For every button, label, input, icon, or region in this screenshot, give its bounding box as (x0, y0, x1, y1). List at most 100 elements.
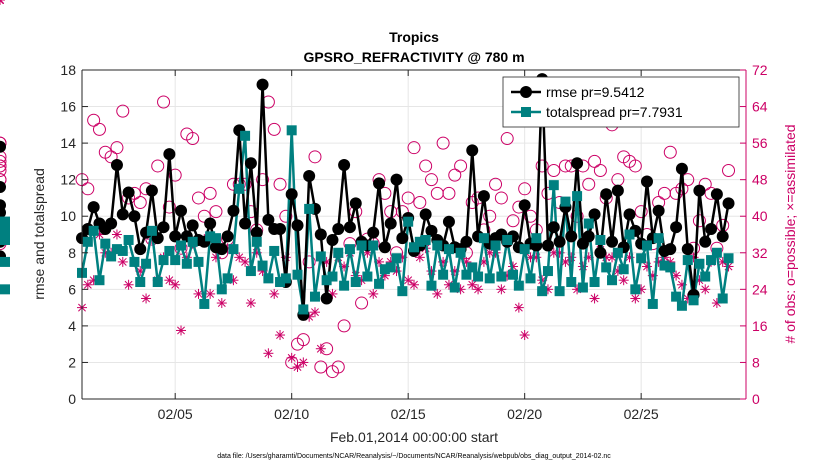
rmse-point (460, 235, 473, 248)
rmse-point (384, 217, 397, 230)
totalspread-point (362, 271, 373, 282)
totalspread-point (403, 216, 414, 227)
rmse-point (285, 188, 298, 201)
rmse-point (244, 157, 257, 170)
asterisk-stroke (235, 253, 244, 262)
obs-possible-point (157, 95, 171, 109)
rmse-point (442, 215, 455, 228)
totalspread-point (152, 277, 163, 288)
totalspread-point (111, 244, 122, 255)
obs-possible-point (162, 200, 176, 214)
rmse-point (221, 230, 234, 243)
totalspread-point (350, 277, 361, 288)
obs-possible-point (483, 209, 497, 223)
rmse-point (157, 221, 170, 234)
totalspread-point (391, 253, 402, 264)
obs-possible-point (151, 159, 165, 173)
obs-possible-point (424, 173, 438, 187)
totalspread-point (409, 242, 419, 253)
obs-possible-point (0, 159, 7, 173)
asterisk-stroke (177, 326, 185, 335)
asterisk-stroke (287, 353, 296, 362)
totalspread-point (228, 244, 239, 255)
rmse-point (518, 199, 531, 212)
totalspread-point (566, 277, 577, 288)
asterisk-stroke (468, 280, 477, 289)
totalspread-point (245, 266, 256, 277)
rmse-point (0, 206, 6, 219)
rmse-point (466, 144, 479, 157)
totalspread-point (618, 264, 629, 275)
obs-possible-point (628, 159, 642, 173)
obs-assimilated-point (176, 325, 187, 336)
rmse-point (303, 170, 316, 183)
chart-title: Tropics (389, 29, 439, 45)
obs-possible-point (494, 191, 508, 205)
totalspread-point (438, 269, 449, 280)
rmse-point (681, 243, 694, 256)
totalspread-point (653, 233, 664, 244)
totalspread-point (298, 304, 309, 315)
obs-assimilated-point (368, 288, 379, 299)
y-tick-label-right: 0 (752, 391, 760, 407)
rmse-point (326, 233, 339, 246)
totalspread-point (141, 258, 152, 269)
obs-possible-point (279, 209, 293, 223)
totalspread-point (478, 233, 489, 244)
totalspread-point (187, 236, 198, 247)
footnote: data file: /Users/gharamti/Documents/NCA… (217, 453, 611, 460)
rmse-point (693, 184, 706, 197)
rmse-point (250, 226, 263, 239)
totalspread-point (700, 271, 711, 282)
asterisk-stroke (369, 289, 378, 298)
totalspread-point (676, 300, 687, 311)
rmse-point (320, 292, 333, 305)
totalspread-point (595, 234, 606, 245)
obs-possible-point (203, 186, 217, 200)
obs-possible-point (582, 177, 596, 191)
obs-assimilated-point (234, 252, 245, 263)
obs-possible-point (489, 177, 503, 191)
obs-possible-point (314, 360, 328, 374)
rmse-point (343, 221, 356, 234)
rmse-point (0, 140, 6, 153)
obs-assimilated-point (286, 352, 297, 363)
obs-possible-point (442, 186, 456, 200)
series-layer (0, 0, 736, 379)
totalspread-point (146, 225, 157, 236)
asterisk-stroke (270, 289, 279, 298)
rmse-point (425, 224, 438, 237)
rmse-point (122, 186, 135, 199)
x-tick-label: 02/10 (274, 406, 309, 422)
totalspread-point (490, 240, 501, 251)
totalspread-point (572, 191, 583, 202)
obs-possible-point (535, 159, 549, 173)
obs-assimilated-point (117, 256, 128, 267)
asterisk-stroke (672, 271, 681, 280)
rmse-point (116, 208, 129, 221)
obs-assimilated-point (292, 362, 303, 373)
rmse-point (396, 232, 409, 245)
legend-spread-marker (521, 107, 531, 117)
totalspread-point (292, 269, 303, 280)
obs-possible-point (448, 168, 462, 182)
obs-assimilated-point (216, 298, 227, 309)
rmse-point (262, 213, 275, 226)
y-tick-label-right: 72 (752, 62, 768, 78)
totalspread-point (432, 240, 443, 251)
asterisk-stroke (194, 289, 203, 298)
asterisk-stroke (701, 285, 710, 294)
asterisk-stroke (619, 276, 628, 285)
rmse-point (175, 204, 188, 217)
asterisk-stroke (520, 331, 529, 339)
totalspread-point (88, 225, 99, 236)
obs-assimilated-point (519, 330, 530, 341)
totalspread-point (397, 286, 408, 297)
asterisk-stroke (590, 294, 599, 303)
rmse-point (227, 204, 240, 217)
totalspread-point (193, 256, 204, 267)
rmse-point (419, 208, 432, 221)
rmse-point (274, 223, 287, 236)
obs-assimilated-point (205, 288, 216, 299)
